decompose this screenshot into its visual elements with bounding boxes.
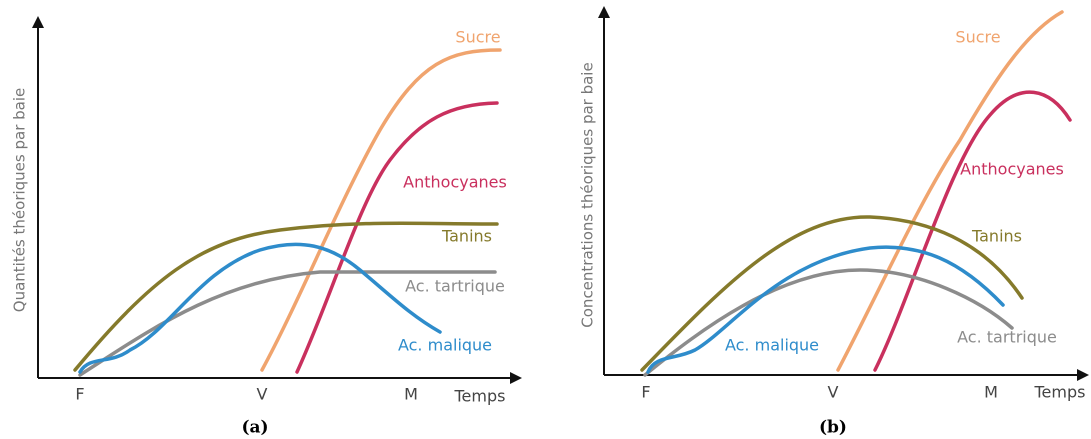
x-tick-label: F [641,383,650,402]
panel-caption: (a) [241,418,268,438]
curve-label: Sucre [955,28,1000,47]
curve-label: Ac. malique [398,336,492,355]
curve [646,245,1005,374]
x-axis-label: Temps [1034,383,1086,402]
curve [640,215,1024,372]
curve [260,48,502,372]
curve [78,242,442,374]
curve [836,10,1064,372]
curve [295,101,499,374]
curve-label: Anthocyanes [960,160,1064,179]
panel-caption: (b) [819,418,847,438]
y-axis-label: Concentrations théoriques par baie [579,62,597,327]
x-tick-label: V [828,383,839,402]
curve-label: Anthocyanes [403,173,507,192]
x-axis-label: Temps [454,387,506,406]
x-tick-label: V [257,385,268,404]
curve-label: Ac. tartrique [405,277,505,296]
curve [873,90,1072,372]
x-tick-label: M [984,383,998,402]
x-tick-label: M [404,385,418,404]
curve-label: Ac. tartrique [957,328,1057,347]
curve-label: Sucre [455,28,500,47]
axes-b [598,6,1089,381]
curve-label: Tanins [971,227,1022,246]
curve [643,268,1014,377]
curve [78,270,497,377]
curve-label: Tanins [441,227,492,246]
y-axis-label: Quantités théoriques par baie [11,88,29,312]
curve [73,221,499,372]
x-tick-label: F [75,385,84,404]
curve-label: Ac. malique [725,336,819,355]
axes-a [32,16,522,384]
